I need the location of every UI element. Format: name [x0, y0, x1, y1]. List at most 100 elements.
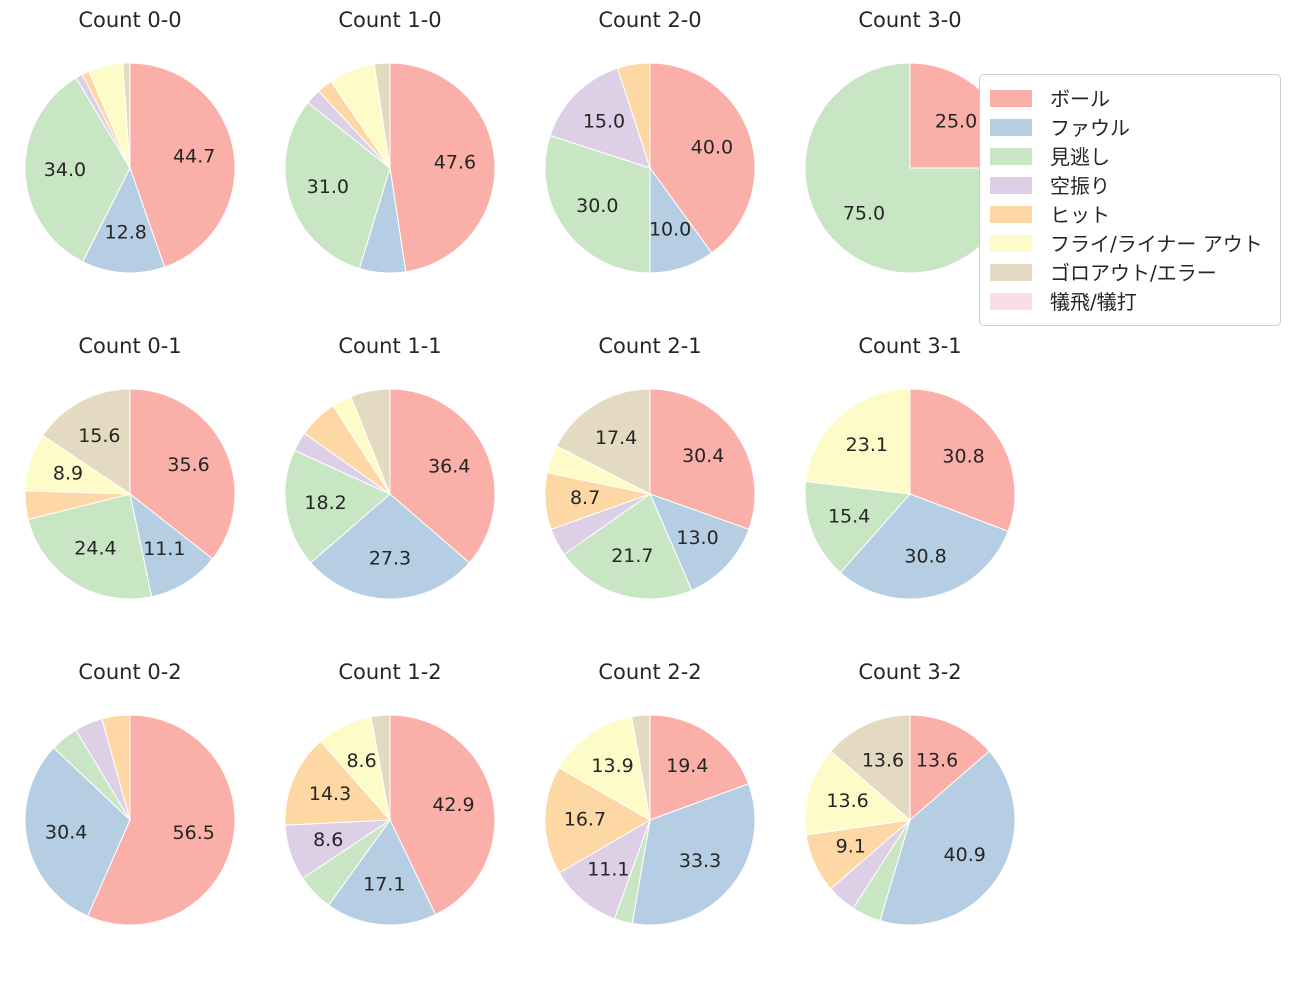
- legend-color-swatch: [990, 90, 1032, 107]
- pie-slice-label: 33.3: [679, 850, 721, 872]
- legend: ボール ファウル 見逃し 空振りヒットフライ/ライナー アウト ゴロアウト/エラー 犠飛/…: [979, 74, 1281, 326]
- pie-slice: [129, 492, 214, 598]
- legend-item-label: ボール: [1050, 86, 1110, 111]
- pie-slice-label: 21.7: [611, 545, 653, 567]
- pie-chart-title: Count 3-2: [858, 660, 962, 684]
- pie-slice: [649, 388, 756, 530]
- pie-slice: [24, 747, 131, 917]
- legend-color-swatch: [990, 235, 1032, 252]
- pie-chart-title: Count 1-2: [338, 660, 442, 684]
- pie-slice: [309, 493, 471, 600]
- pie-slice: [631, 714, 651, 821]
- pie-slice-label: 56.5: [173, 822, 215, 844]
- legend-item[interactable]: ヒット: [990, 200, 1268, 229]
- pie-slice-label: 42.9: [432, 794, 474, 816]
- pie-slice: [389, 388, 496, 564]
- pie-slice: [389, 62, 496, 273]
- pie-slice-label: 13.9: [591, 755, 633, 777]
- pie-chart-svg: 13.6 40.9 9.1 13.6 13.6: [804, 714, 1016, 926]
- pie-slice-label: 15.0: [583, 110, 625, 132]
- pie-slice: [839, 493, 1009, 600]
- pie-slice: [544, 767, 651, 874]
- pie-chart-title: Count 0-0: [78, 8, 182, 32]
- legend-item[interactable]: ゴロアウト/エラー: [990, 258, 1268, 287]
- pie-slice-label: 13.6: [862, 749, 904, 771]
- pie-slice: [81, 166, 166, 274]
- pie-slice: [804, 750, 912, 836]
- pie-slice-label: 30.4: [45, 821, 87, 843]
- pie-slice: [284, 740, 392, 826]
- pie-chart-title: Count 2-0: [598, 8, 702, 32]
- pie-slice: [631, 783, 756, 926]
- pie-slice-label: 30.8: [904, 546, 946, 568]
- pie-chart-title: Count 1-1: [338, 334, 442, 358]
- pie-slice: [909, 714, 991, 822]
- pie-slice-label: 19.4: [666, 755, 708, 777]
- pie-slice-label: 40.0: [691, 136, 733, 158]
- pie-slice-label: 17.4: [595, 427, 637, 449]
- pie-slice: [558, 716, 651, 821]
- pie-slice: [86, 714, 236, 926]
- pie-slice: [42, 388, 131, 495]
- pie-slice: [879, 750, 1016, 926]
- pie-slice-label: 13.6: [826, 790, 868, 812]
- pie-slice: [122, 62, 131, 169]
- pie-slice: [327, 819, 437, 926]
- pie-slice-label: 24.4: [74, 538, 116, 560]
- pie-slice-label: 36.4: [428, 455, 470, 477]
- pie-slice: [101, 714, 131, 821]
- pie-slice-label: 30.4: [682, 445, 724, 467]
- legend-item-label: フライ/ライナー アウト: [1050, 231, 1263, 256]
- pie-slice: [804, 480, 912, 574]
- legend-item-label: ヒット: [1050, 202, 1110, 227]
- pie-slice: [829, 714, 911, 822]
- legend-item[interactable]: ボール: [990, 84, 1268, 113]
- legend-item-label: ゴロアウト/エラー: [1050, 260, 1217, 285]
- pie-chart-svg: 47.6 31.0: [284, 62, 496, 274]
- legend-item-label: 空振り: [1050, 173, 1110, 198]
- pie-chart-cell: Count 1-2 42.9 17.1 8.6 14.3 8.6: [260, 660, 520, 960]
- pie-chart-cell: Count 0-0 44.7 12.8 34.0: [0, 8, 260, 308]
- pie-slice-label: 34.0: [44, 159, 86, 181]
- pie-slice-label: 14.3: [309, 783, 351, 805]
- legend-item[interactable]: 空振り: [990, 171, 1268, 200]
- pie-slice: [389, 714, 496, 916]
- pie-slice: [350, 388, 391, 495]
- pie-slice: [284, 101, 391, 270]
- pie-chart-svg: 36.4 27.3 18.2: [284, 388, 496, 600]
- pie-slice-label: 8.6: [313, 829, 343, 851]
- pie-slice: [549, 67, 651, 169]
- pie-slice: [24, 77, 131, 263]
- pie-slice: [805, 388, 911, 495]
- pie-slice-label: 10.0: [649, 218, 691, 240]
- pie-chart-title: Count 2-1: [598, 334, 702, 358]
- pie-chart-cell: Count 0-2 56.5 30.4: [0, 660, 260, 960]
- pie-slice: [129, 62, 236, 268]
- legend-color-swatch: [990, 119, 1032, 136]
- pie-chart-cell: Count 2-0 40.0 10.0 30.0 15.0: [520, 8, 780, 308]
- pie-slice-label: 8.6: [346, 750, 376, 772]
- legend-item[interactable]: 犠飛/犠打: [990, 287, 1268, 316]
- pie-slice-label: 23.1: [846, 434, 888, 456]
- pie-slice-label: 13.6: [916, 749, 958, 771]
- pie-slice: [373, 62, 391, 169]
- pie-slice-label: 11.1: [587, 859, 629, 881]
- legend-item[interactable]: フライ/ライナー アウト: [990, 229, 1268, 258]
- pie-chart-svg: 44.7 12.8 34.0: [24, 62, 236, 274]
- pie-slice: [909, 388, 1016, 532]
- pie-slice-label: 15.4: [828, 506, 870, 528]
- pie-chart-title: Count 3-0: [858, 8, 962, 32]
- pie-chart-title: Count 0-2: [78, 660, 182, 684]
- pie-slice-label: 8.9: [53, 463, 83, 485]
- legend-color-swatch: [990, 293, 1032, 310]
- pie-chart-title: Count 2-2: [598, 660, 702, 684]
- pie-slice-label: 40.9: [944, 844, 986, 866]
- pie-slice-label: 25.0: [935, 110, 977, 132]
- pie-chart-title: Count 1-0: [338, 8, 442, 32]
- pie-chart-cell: Count 2-2 19.4 33.3 11.1 16.7 13.9: [520, 660, 780, 960]
- legend-item[interactable]: 見逃し: [990, 142, 1268, 171]
- legend-item[interactable]: ファウル: [990, 113, 1268, 142]
- pie-chart-title: Count 0-1: [78, 334, 182, 358]
- pie-slice: [558, 818, 651, 920]
